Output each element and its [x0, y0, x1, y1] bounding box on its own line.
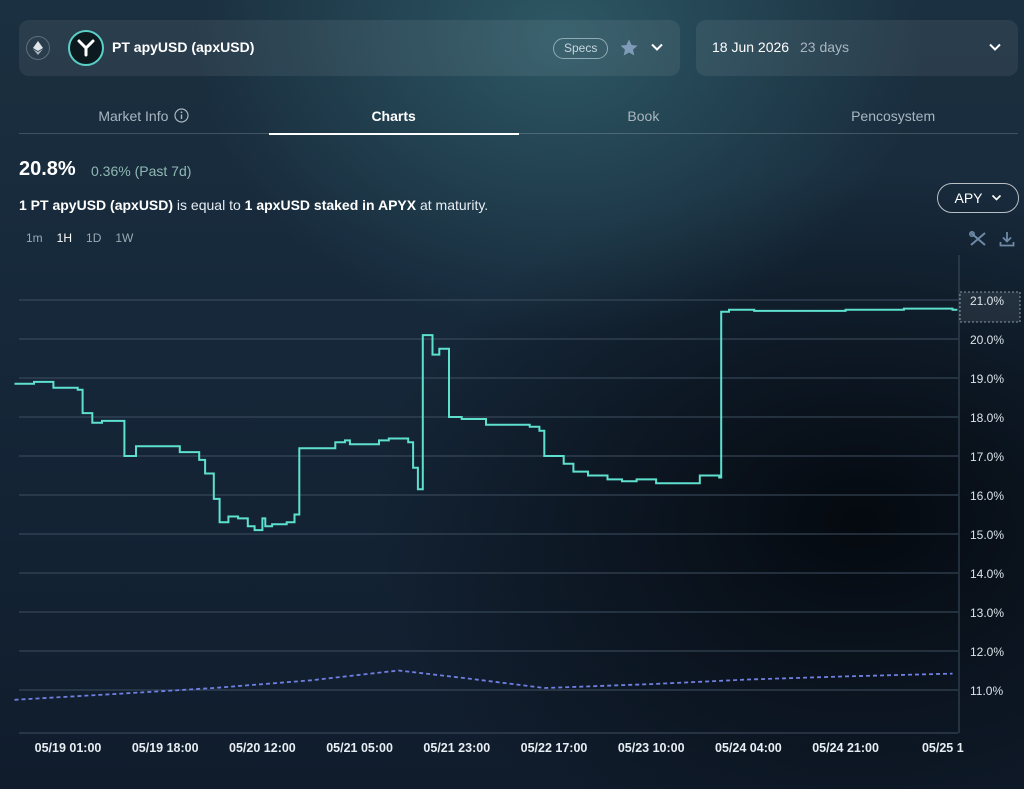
- x-tick-label: 05/24 21:00: [812, 741, 879, 755]
- x-axis: 05/19 01:00 05/19 18:00 05/20 12:00 05/21 0…: [19, 732, 964, 755]
- tab-label: Book: [627, 108, 660, 124]
- download-icon[interactable]: [999, 231, 1015, 252]
- x-tick-label: 05/19 01:00: [35, 741, 102, 755]
- metric-select-value: APY: [954, 190, 983, 206]
- desc-connector: is equal to: [173, 197, 245, 213]
- current-value-box: [959, 291, 1021, 323]
- apy-change-7d: 0.36% (Past 7d): [91, 163, 192, 179]
- current-value-marker: [959, 291, 1021, 323]
- expiry-date: 18 Jun 2026: [712, 39, 790, 55]
- interval-1h[interactable]: 1H: [56, 231, 73, 245]
- x-tick-label: 05/19 18:00: [132, 741, 199, 755]
- interval-1w[interactable]: 1W: [115, 231, 134, 245]
- expiry-days-remaining: 23 days: [800, 39, 850, 55]
- underlying-apy-line: [14, 669, 953, 701]
- y-tick-label: 16.0%: [970, 489, 1004, 503]
- x-tick-label: 05/22 17:00: [521, 741, 588, 755]
- chevron-down-icon: [991, 190, 1002, 206]
- apy-chart[interactable]: 21.0% 20.0% 19.0% 18.0% 17.0% 16.0% 15.0% 14.0%…: [0, 255, 1024, 765]
- chevron-down-icon[interactable]: [988, 40, 1002, 59]
- y-tick-label: 17.0%: [970, 450, 1004, 464]
- tab-pencosystem[interactable]: Pencosystem: [768, 102, 1018, 133]
- tab-label: Pencosystem: [851, 108, 936, 124]
- chevron-down-icon[interactable]: [650, 40, 664, 59]
- y-tick-label: 14.0%: [970, 567, 1004, 581]
- x-tick-label: 05/24 04:00: [715, 741, 782, 755]
- tab-label: Market Info: [98, 108, 169, 124]
- tab-bar: Market Info Charts Book Pencosystem: [19, 102, 1018, 135]
- market-name: PT apyUSD (apxUSD): [112, 39, 255, 55]
- x-tick-label: 05/25 1: [922, 741, 964, 755]
- desc-pt-amount: 1 PT apyUSD (apxUSD): [19, 197, 174, 213]
- chart-series: [14, 307, 958, 701]
- y-tick-label: 19.0%: [970, 372, 1004, 386]
- expiry-selector[interactable]: 18 Jun 2026 23 days: [696, 20, 1018, 76]
- market-selector[interactable]: PT apyUSD (apxUSD) Specs: [19, 20, 680, 76]
- chart-tools-icon[interactable]: [969, 231, 987, 252]
- chart-grid: [19, 299, 958, 691]
- interval-1m[interactable]: 1m: [26, 231, 43, 245]
- tab-book[interactable]: Book: [519, 102, 769, 133]
- desc-underlying-amount: 1 apxUSD staked in APYX: [244, 197, 417, 213]
- metric-select[interactable]: APY: [937, 183, 1019, 213]
- ethereum-icon: [26, 36, 50, 60]
- star-icon[interactable]: [619, 38, 639, 63]
- y-axis: 21.0% 20.0% 19.0% 18.0% 17.0% 16.0% 15.0% 14.0%…: [958, 255, 1004, 733]
- specs-button[interactable]: Specs: [553, 38, 609, 59]
- y-tick-label: 12.0%: [970, 645, 1004, 659]
- x-tick-label: 05/21 05:00: [326, 741, 393, 755]
- y-tick-label: 20.0%: [970, 333, 1004, 347]
- info-icon[interactable]: [174, 108, 189, 126]
- implied-apy-line: [14, 307, 958, 532]
- y-tick-label: 18.0%: [970, 411, 1004, 425]
- interval-1d[interactable]: 1D: [86, 231, 102, 245]
- tab-market-info[interactable]: Market Info: [19, 102, 269, 133]
- implied-apy-value: 20.8%: [19, 158, 76, 180]
- x-tick-label: 05/21 23:00: [423, 741, 490, 755]
- maturity-description: 1 PT apyUSD (apxUSD) is equal to 1 apxUS…: [19, 197, 488, 213]
- tab-charts[interactable]: Charts: [268, 102, 519, 135]
- desc-suffix: at maturity.: [416, 197, 489, 213]
- y-tick-label: 11.0%: [970, 684, 1003, 698]
- x-tick-label: 05/23 10:00: [618, 741, 685, 755]
- apyx-logo-icon: [68, 30, 104, 66]
- y-tick-label: 21.0%: [970, 294, 1004, 308]
- y-tick-label: 15.0%: [970, 528, 1004, 542]
- interval-selector: 1m 1H 1D 1W: [26, 231, 133, 245]
- x-tick-label: 05/20 12:00: [229, 741, 296, 755]
- y-tick-label: 13.0%: [970, 606, 1004, 620]
- tab-label: Charts: [371, 108, 416, 124]
